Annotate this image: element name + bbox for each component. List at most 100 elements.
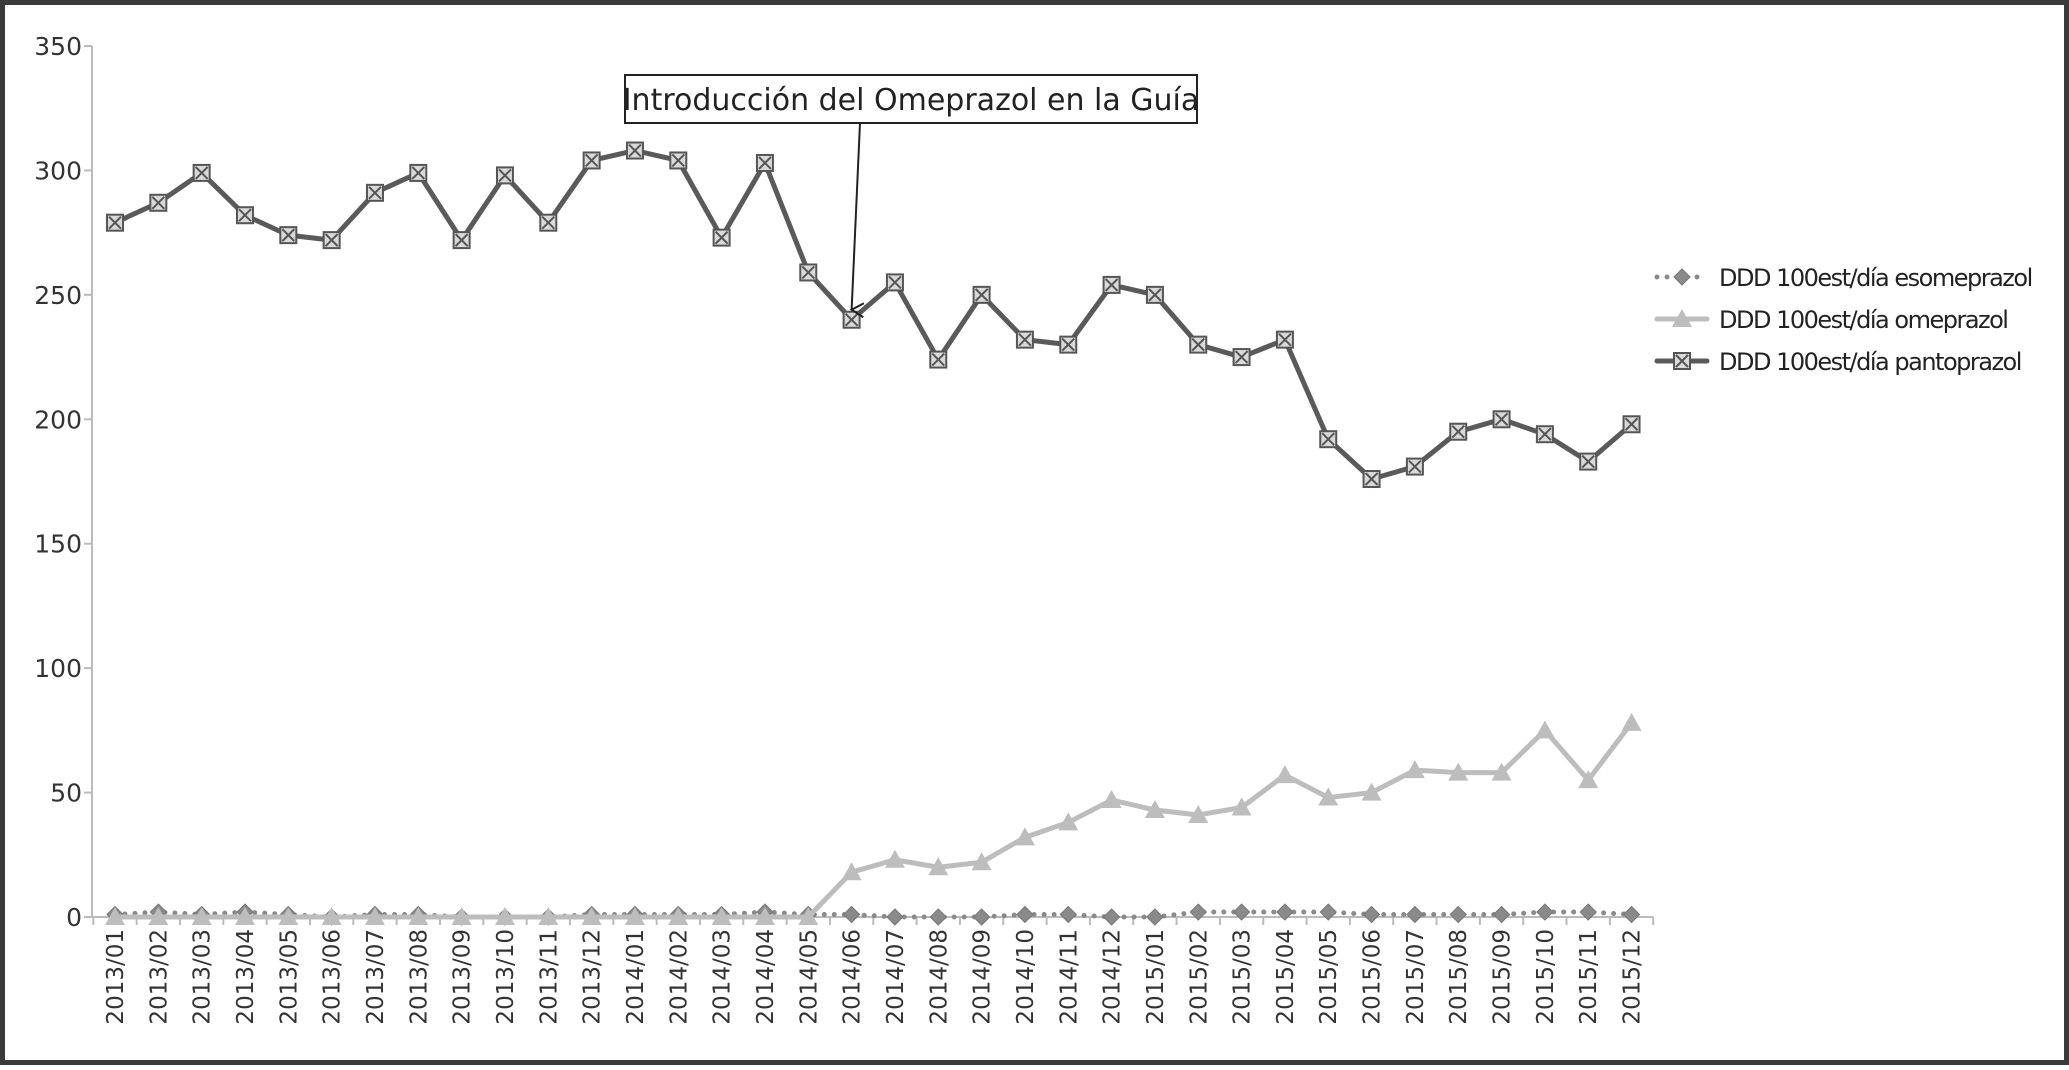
marker-cross — [324, 233, 339, 247]
axes: 0 50 100 150 200 250 300 350 2013/01 2013/02 2013/… — [34, 32, 1655, 1025]
data-point-marker — [1146, 908, 1164, 926]
data-point-marker — [1144, 799, 1165, 818]
data-point-marker — [321, 907, 342, 925]
marker-cross — [194, 166, 209, 180]
data-point-marker — [886, 908, 904, 926]
data-point-marker — [409, 163, 428, 182]
marker-cross — [1624, 417, 1639, 431]
series-xbox — [106, 141, 1641, 489]
data-point-marker — [1058, 812, 1079, 831]
marker-cross — [1675, 354, 1689, 368]
series-line — [112, 720, 1635, 920]
data-point-marker — [279, 226, 298, 245]
annotation-arrow — [849, 122, 865, 319]
data-point-marker — [799, 263, 818, 282]
data-point-marker — [1189, 335, 1208, 354]
annotation: Introducción del Omeprazol en la Guía — [623, 74, 1199, 319]
data-point-marker — [842, 310, 861, 329]
data-point-marker — [1102, 908, 1121, 926]
data-point-marker — [1405, 457, 1424, 476]
legend-label: DDD 100est/día omeprazol — [1719, 306, 2007, 334]
x-tick-label: 2014/02 — [666, 929, 692, 1025]
data-point-marker — [1189, 903, 1207, 921]
data-point-marker — [929, 350, 948, 369]
series-triangle — [105, 712, 1642, 925]
y-tick-label: 50 — [50, 779, 82, 808]
series-line — [112, 909, 1635, 920]
data-point-marker — [1232, 903, 1251, 921]
data-point-marker — [712, 228, 731, 247]
data-point-marker — [1406, 905, 1424, 924]
data-point-marker — [192, 163, 211, 182]
data-point-marker — [1318, 787, 1339, 806]
data-point-marker — [1232, 348, 1251, 367]
x-tick-label: 2014/06 — [840, 929, 866, 1025]
data-point-marker — [322, 231, 341, 250]
data-point-marker — [191, 907, 212, 925]
data-point-marker — [625, 141, 644, 160]
marker-cross — [238, 208, 252, 222]
data-point-marker — [105, 907, 125, 925]
marker-cross — [1321, 432, 1335, 446]
marker-cross — [1494, 412, 1509, 426]
y-tick-label: 150 — [34, 530, 82, 559]
x-tick-label: 2014/12 — [1100, 929, 1126, 1025]
data-point-marker — [1101, 790, 1122, 809]
data-point-marker — [1449, 422, 1468, 441]
data-point-marker — [1188, 804, 1209, 823]
x-tick-label: 2015/04 — [1273, 929, 1299, 1025]
x-tick-label: 2013/04 — [233, 929, 259, 1025]
data-point-marker — [365, 183, 384, 202]
data-point-marker — [972, 285, 991, 304]
data-point-marker — [842, 905, 861, 924]
marker-cross — [1104, 278, 1119, 292]
marker-cross — [498, 168, 512, 183]
data-point-marker — [452, 231, 471, 250]
marker-cross — [1451, 425, 1465, 439]
marker-cross — [714, 230, 729, 245]
legend: DDD 100est/día esomeprazol DDD 100est/día… — [1654, 264, 2033, 376]
data-point-marker — [1319, 430, 1338, 449]
data-point-marker — [1673, 352, 1691, 370]
legend-item: DDD 100est/día omeprazol — [1654, 306, 2009, 334]
x-tick-label: 2014/11 — [1056, 929, 1082, 1025]
data-point-marker — [885, 273, 904, 292]
data-point-marker — [1015, 330, 1034, 349]
x-tick-label: 2015/09 — [1490, 929, 1516, 1025]
data-point-marker — [538, 907, 559, 925]
x-tick-label: 2015/01 — [1143, 929, 1169, 1025]
marker-cross — [281, 228, 296, 242]
data-point-marker — [408, 907, 429, 925]
data-point-marker — [711, 907, 732, 925]
x-tick-label: 2014/03 — [710, 929, 736, 1025]
x-tick-label: 2015/03 — [1230, 929, 1256, 1025]
marker-cross — [1061, 337, 1075, 352]
legend-item: DDD 100est/día esomeprazol — [1654, 264, 2033, 292]
x-tick-label: 2013/06 — [320, 929, 346, 1025]
marker-cross — [368, 186, 382, 200]
marker-cross — [671, 153, 685, 168]
data-point-marker — [1231, 797, 1252, 816]
x-tick-label: 2013/11 — [536, 929, 562, 1025]
x-tick-label: 2015/07 — [1403, 929, 1429, 1025]
x-tick-label: 2015/12 — [1620, 929, 1646, 1025]
data-point-marker — [972, 908, 991, 926]
data-point-marker — [539, 213, 558, 232]
data-point-marker — [1276, 903, 1294, 921]
marker-cross — [584, 153, 599, 168]
y-tick-label: 350 — [34, 32, 82, 61]
x-tick-label: 2014/08 — [926, 929, 952, 1025]
data-point-marker — [1621, 712, 1642, 731]
marker-cross — [151, 196, 166, 210]
data-point-marker — [669, 151, 688, 170]
marker-cross — [888, 275, 902, 290]
y-tick-label: 300 — [34, 156, 82, 185]
marker-cross — [1538, 427, 1552, 441]
x-tick-label: 2014/05 — [796, 929, 822, 1025]
data-point-marker — [1579, 903, 1597, 921]
marker-cross — [1408, 459, 1422, 474]
data-point-marker — [1448, 762, 1469, 781]
data-point-marker — [1491, 762, 1512, 781]
annotation-box — [624, 74, 1198, 124]
data-point-marker — [149, 193, 168, 212]
